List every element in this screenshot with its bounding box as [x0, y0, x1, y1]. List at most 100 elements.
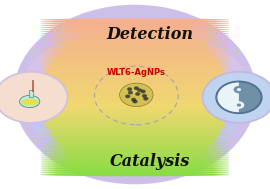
Ellipse shape: [40, 87, 230, 90]
Ellipse shape: [40, 62, 230, 64]
Ellipse shape: [40, 75, 230, 78]
Ellipse shape: [40, 54, 230, 57]
Ellipse shape: [14, 5, 256, 184]
Ellipse shape: [40, 32, 230, 35]
Ellipse shape: [40, 101, 230, 104]
Ellipse shape: [40, 115, 230, 117]
Circle shape: [202, 72, 270, 123]
Ellipse shape: [40, 52, 230, 55]
Ellipse shape: [40, 109, 230, 112]
Ellipse shape: [40, 38, 230, 41]
Ellipse shape: [40, 60, 230, 63]
Ellipse shape: [40, 95, 230, 98]
Ellipse shape: [40, 142, 230, 145]
Ellipse shape: [40, 160, 230, 163]
Ellipse shape: [40, 79, 230, 82]
Ellipse shape: [40, 83, 230, 86]
Wedge shape: [217, 82, 239, 113]
Circle shape: [127, 88, 136, 94]
FancyBboxPatch shape: [29, 90, 33, 97]
Ellipse shape: [40, 36, 230, 39]
Ellipse shape: [40, 140, 230, 143]
Ellipse shape: [40, 150, 230, 153]
Ellipse shape: [40, 111, 230, 113]
Ellipse shape: [40, 24, 230, 27]
Ellipse shape: [40, 99, 230, 102]
Ellipse shape: [40, 18, 230, 21]
Ellipse shape: [23, 52, 247, 160]
Circle shape: [120, 83, 153, 107]
Ellipse shape: [19, 95, 40, 108]
Ellipse shape: [40, 156, 230, 159]
Ellipse shape: [40, 93, 230, 96]
Circle shape: [135, 92, 140, 96]
Ellipse shape: [21, 99, 39, 105]
Ellipse shape: [40, 171, 230, 174]
Ellipse shape: [40, 67, 230, 70]
Ellipse shape: [40, 130, 230, 133]
Ellipse shape: [40, 144, 230, 147]
Wedge shape: [239, 82, 261, 113]
Circle shape: [143, 97, 148, 100]
Ellipse shape: [40, 132, 230, 135]
Ellipse shape: [40, 97, 230, 100]
Circle shape: [142, 94, 147, 98]
Ellipse shape: [40, 77, 230, 80]
Ellipse shape: [40, 71, 230, 74]
Ellipse shape: [40, 112, 230, 115]
Ellipse shape: [40, 46, 230, 49]
Ellipse shape: [40, 138, 230, 141]
Ellipse shape: [40, 22, 230, 25]
FancyBboxPatch shape: [32, 80, 33, 91]
Ellipse shape: [40, 154, 230, 157]
Ellipse shape: [40, 58, 230, 60]
Circle shape: [134, 87, 139, 90]
Ellipse shape: [40, 162, 230, 164]
Ellipse shape: [40, 169, 230, 172]
Ellipse shape: [40, 48, 230, 51]
Ellipse shape: [40, 166, 230, 168]
Circle shape: [131, 98, 136, 101]
Circle shape: [137, 88, 142, 92]
Ellipse shape: [40, 122, 230, 125]
Ellipse shape: [40, 134, 230, 137]
Ellipse shape: [40, 119, 230, 121]
Ellipse shape: [40, 167, 230, 170]
Ellipse shape: [40, 148, 230, 151]
Circle shape: [237, 104, 241, 107]
Ellipse shape: [40, 65, 230, 68]
Circle shape: [133, 100, 137, 103]
Ellipse shape: [40, 50, 230, 53]
Ellipse shape: [40, 34, 230, 37]
Ellipse shape: [40, 107, 230, 110]
Ellipse shape: [40, 126, 230, 129]
Ellipse shape: [23, 29, 247, 137]
Ellipse shape: [40, 40, 230, 43]
Ellipse shape: [40, 173, 230, 176]
Circle shape: [127, 88, 132, 91]
Ellipse shape: [40, 28, 230, 31]
Ellipse shape: [40, 120, 230, 123]
Circle shape: [234, 101, 244, 109]
Ellipse shape: [40, 89, 230, 92]
Ellipse shape: [40, 56, 230, 59]
Ellipse shape: [40, 26, 230, 29]
Circle shape: [0, 72, 68, 123]
Ellipse shape: [40, 163, 230, 167]
Ellipse shape: [40, 146, 230, 149]
Ellipse shape: [40, 42, 230, 45]
Ellipse shape: [40, 30, 230, 33]
Ellipse shape: [40, 103, 230, 106]
Ellipse shape: [40, 64, 230, 66]
Ellipse shape: [40, 124, 230, 127]
Circle shape: [237, 88, 241, 91]
Text: Catalysis: Catalysis: [110, 153, 190, 170]
Ellipse shape: [40, 73, 230, 76]
Ellipse shape: [40, 91, 230, 94]
Ellipse shape: [40, 44, 230, 47]
Ellipse shape: [40, 136, 230, 139]
Ellipse shape: [40, 128, 230, 131]
Ellipse shape: [40, 81, 230, 84]
Text: Detection: Detection: [106, 26, 193, 43]
Ellipse shape: [40, 105, 230, 108]
